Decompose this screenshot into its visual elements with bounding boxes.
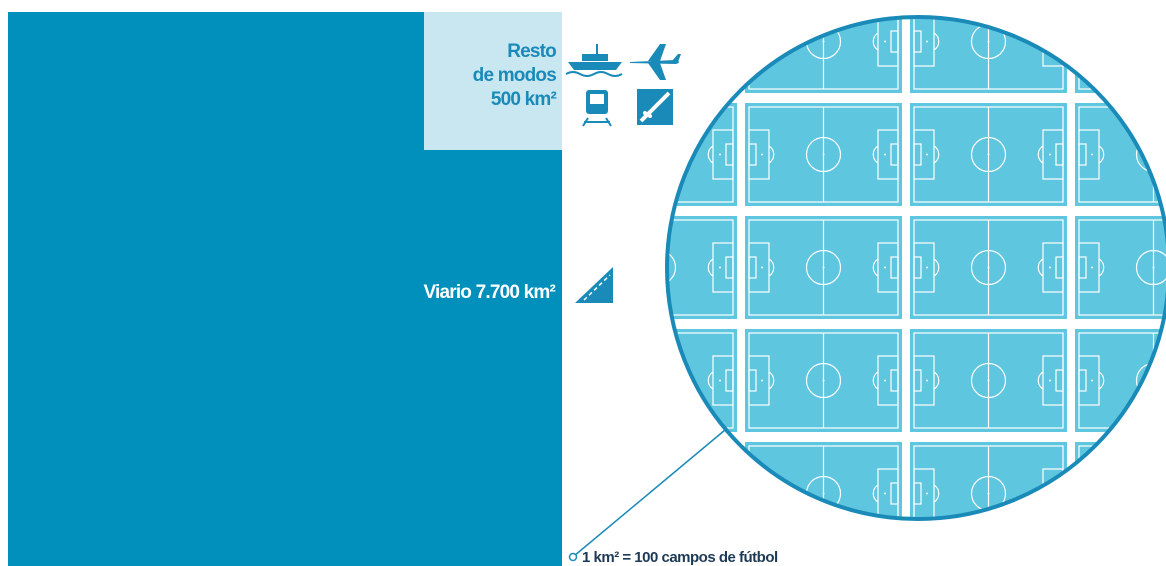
- resto-label: 500 km²: [491, 89, 557, 110]
- plane-icon: [630, 44, 681, 80]
- resto-area: [424, 12, 562, 150]
- train-icon: [582, 90, 612, 127]
- resto-label: de modos: [473, 65, 557, 86]
- road-icon: [575, 267, 613, 303]
- ship-icon: [565, 44, 623, 77]
- viario-label: Viario 7.700 km²: [423, 282, 555, 303]
- other-icon: [637, 89, 673, 125]
- football-fields: [667, 17, 1166, 519]
- magnifier-circle: [665, 15, 1166, 521]
- scale-note: 1 km² = 100 campos de fútbol: [582, 549, 778, 566]
- resto-label: Resto: [507, 41, 556, 62]
- pointer-line: [573, 429, 726, 557]
- pointer-dot: [568, 552, 578, 562]
